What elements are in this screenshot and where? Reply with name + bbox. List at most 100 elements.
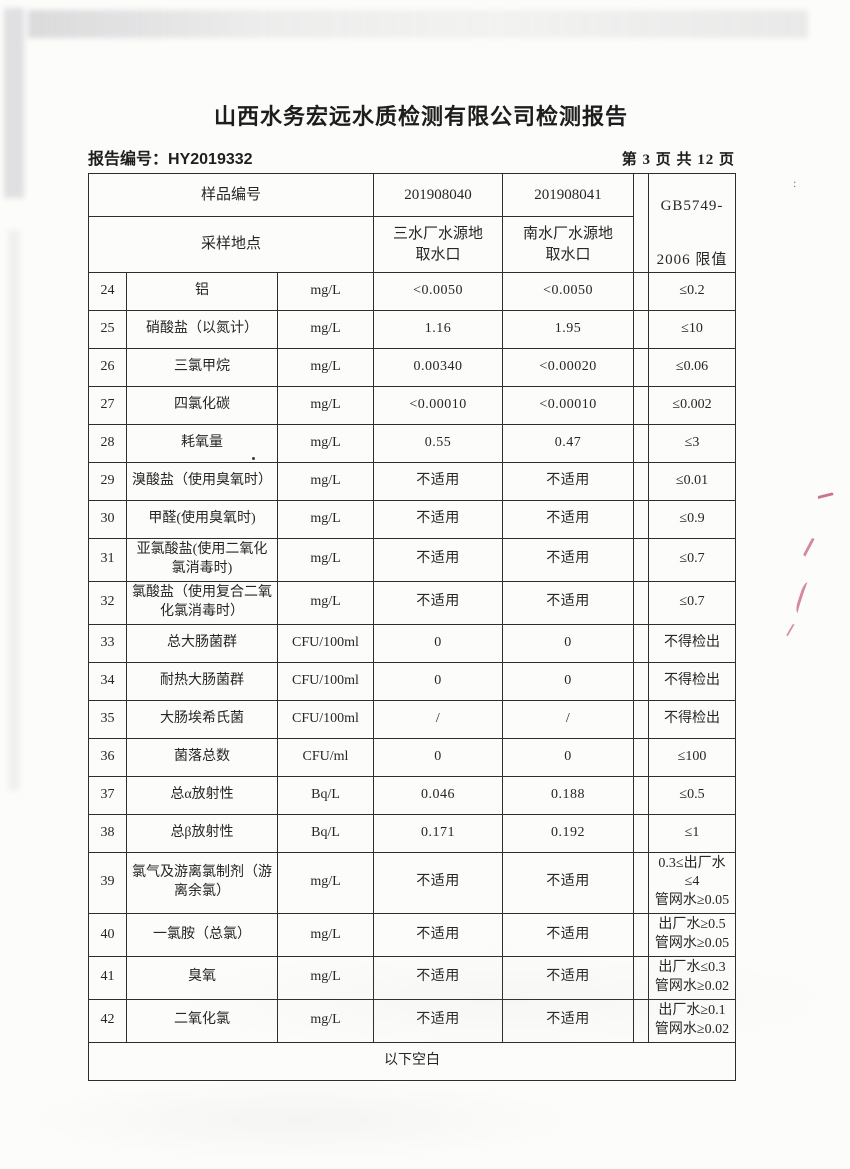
parameter-name-cell: 总α放射性 — [126, 775, 278, 815]
gap-spacer — [633, 310, 650, 349]
value-cell-sample1: 不适用 — [373, 956, 504, 1000]
value-cell-sample2: 不适用 — [502, 500, 635, 539]
gap-spacer — [633, 500, 650, 539]
value-cell-sample2: <0.0050 — [502, 272, 635, 311]
parameter-row: 33 总大肠菌群 CFU/100ml 0 0 不得检出 — [88, 623, 737, 663]
limit-cell: ≤0.7 — [648, 580, 737, 625]
red-pen-mark — [794, 581, 813, 615]
value-cell-sample2: 不适用 — [502, 956, 635, 1000]
limit-cell: 出厂水≥0.1 管网水≥0.02 — [648, 998, 737, 1043]
parameter-name-cell: 大肠埃希氏菌 — [126, 699, 278, 739]
gap-spacer — [633, 462, 650, 501]
parameter-name-cell: 硝酸盐（以氮计） — [126, 310, 278, 349]
blank-below-note: 以下空白 — [87, 1041, 737, 1081]
value-cell-sample2: / — [502, 699, 635, 739]
row-number-cell: 38 — [88, 813, 127, 853]
gap-spacer — [633, 173, 650, 273]
value-cell-sample1: 不适用 — [373, 462, 504, 501]
parameter-name-cell: 氯酸盐（使用复合二氧化氯消毒时） — [126, 580, 278, 625]
limit-cell: ≤100 — [648, 737, 737, 777]
limit-cell: ≤3 — [648, 424, 737, 463]
parameter-row: 25 硝酸盐（以氮计） mg/L 1.16 1.95 ≤10 — [88, 310, 737, 349]
parameter-name-cell: 耗氧量 — [126, 424, 278, 463]
unit-cell: mg/L — [276, 580, 375, 625]
value-cell-sample2: 0 — [502, 623, 635, 663]
value-cell-sample1: 不适用 — [373, 851, 504, 915]
report-meta-line: 报告编号：HY2019332 第 3 页 共 12 页 — [88, 145, 735, 169]
row-number-cell: 26 — [88, 348, 127, 387]
value-cell-sample1: 不适用 — [373, 913, 504, 958]
parameter-name-cell: 甲醛(使用臭氧时) — [126, 500, 278, 539]
parameter-name-cell: 耐热大肠菌群 — [126, 661, 278, 701]
parameter-row: 40 一氯胺（总氯） mg/L 不适用 不适用 出厂水≥0.5 管网水≥0.05 — [88, 913, 737, 958]
gap-spacer — [633, 538, 650, 582]
sample-id-header-row: 样品编号 201908040 201908041 GB5749- 2006 限值 — [87, 172, 737, 273]
parameter-row: 37 总α放射性 Bq/L 0.046 0.188 ≤0.5 — [88, 775, 737, 815]
value-cell-sample1: 0.171 — [373, 813, 504, 853]
value-cell-sample2: 不适用 — [502, 913, 635, 958]
limit-cell: ≤0.01 — [648, 462, 737, 501]
parameter-name-cell: 三氯甲烷 — [126, 348, 278, 387]
value-cell-sample1: <0.0050 — [373, 272, 504, 311]
row-number-cell: 42 — [88, 998, 127, 1043]
row-number-cell: 40 — [88, 913, 127, 958]
unit-cell: Bq/L — [276, 813, 375, 853]
report-number-value: HY2019332 — [168, 151, 253, 168]
sample-id-label-cell: 样品编号 — [87, 172, 375, 218]
red-pen-mark — [817, 492, 835, 503]
value-cell-sample2: 1.95 — [502, 310, 635, 349]
gap-spacer — [633, 775, 650, 815]
row-number-cell: 33 — [88, 623, 127, 663]
results-table: 样品编号 201908040 201908041 GB5749- 2006 限值… — [87, 172, 737, 1081]
gap-spacer — [633, 272, 650, 311]
gap-spacer — [633, 580, 650, 625]
table-body: 24 铝 mg/L <0.0050 <0.0050 ≤0.2 25 硝酸盐（以氮计） mg/L 1… — [88, 272, 737, 1043]
value-cell-sample1: / — [373, 699, 504, 739]
parameter-name-cell: 四氯化碳 — [126, 386, 278, 425]
parameter-row: 27 四氯化碳 mg/L <0.00010 <0.00010 ≤0.002 — [88, 386, 737, 425]
red-pen-mark — [785, 623, 799, 639]
unit-cell: mg/L — [276, 310, 375, 349]
parameter-row: 30 甲醛(使用臭氧时) mg/L 不适用 不适用 ≤0.9 — [88, 500, 737, 539]
row-number-cell: 24 — [88, 272, 127, 311]
parameter-name-cell: 菌落总数 — [126, 737, 278, 777]
row-number-cell: 35 — [88, 699, 127, 739]
parameter-row: 38 总β放射性 Bq/L 0.171 0.192 ≤1 — [88, 813, 737, 853]
row-number-cell: 29 — [88, 462, 127, 501]
location-cell-2: 南水厂水源地 取水口 — [502, 216, 635, 273]
value-cell-sample1: 0.046 — [373, 775, 504, 815]
value-cell-sample1: <0.00010 — [373, 386, 504, 425]
limit-cell: ≤10 — [648, 310, 737, 349]
row-number-cell: 36 — [88, 737, 127, 777]
page-number-indicator: 第 3 页 共 12 页 — [621, 152, 735, 168]
parameter-row: 39 氯气及游离氯制剂（游离余氯） mg/L 不适用 不适用 0.3≤出厂水≤4 管网水≥… — [88, 851, 737, 915]
location-cell-1: 三水厂水源地 取水口 — [373, 216, 504, 273]
unit-cell: Bq/L — [276, 775, 375, 815]
limit-header-line2: 2006 限值 — [656, 251, 728, 268]
value-cell-sample2: 0 — [502, 661, 635, 701]
value-cell-sample2: <0.00010 — [502, 386, 635, 425]
parameter-row: 29 溴酸盐（使用臭氧时） mg/L 不适用 不适用 ≤0.01 — [88, 462, 737, 501]
report-number-label: 报告编号： — [88, 151, 169, 168]
value-cell-sample1: 不适用 — [373, 998, 504, 1043]
parameter-name-cell: 一氯胺（总氯） — [126, 913, 278, 958]
unit-cell: mg/L — [276, 913, 375, 958]
gap-spacer — [633, 851, 650, 915]
limit-cell: ≤0.2 — [648, 272, 737, 311]
limit-column-header: GB5749- 2006 限值 — [648, 173, 737, 273]
unit-cell: mg/L — [276, 348, 375, 387]
report-number: 报告编号：HY2019332 — [88, 145, 253, 169]
value-cell-sample1: 不适用 — [373, 580, 504, 625]
unit-cell: mg/L — [276, 500, 375, 539]
row-number-cell: 28 — [88, 424, 127, 463]
unit-cell: CFU/100ml — [276, 623, 375, 663]
value-cell-sample1: 不适用 — [373, 500, 504, 539]
limit-cell: 0.3≤出厂水≤4 管网水≥0.05 — [648, 851, 737, 915]
limit-cell: ≤0.9 — [648, 500, 737, 539]
limit-cell: ≤0.002 — [648, 386, 737, 425]
limit-cell: ≤0.5 — [648, 775, 737, 815]
parameter-row: 26 三氯甲烷 mg/L 0.00340 <0.00020 ≤0.06 — [88, 348, 737, 387]
footer-row: 以下空白 — [87, 1041, 737, 1081]
parameter-name-cell: 总β放射性 — [126, 813, 278, 853]
